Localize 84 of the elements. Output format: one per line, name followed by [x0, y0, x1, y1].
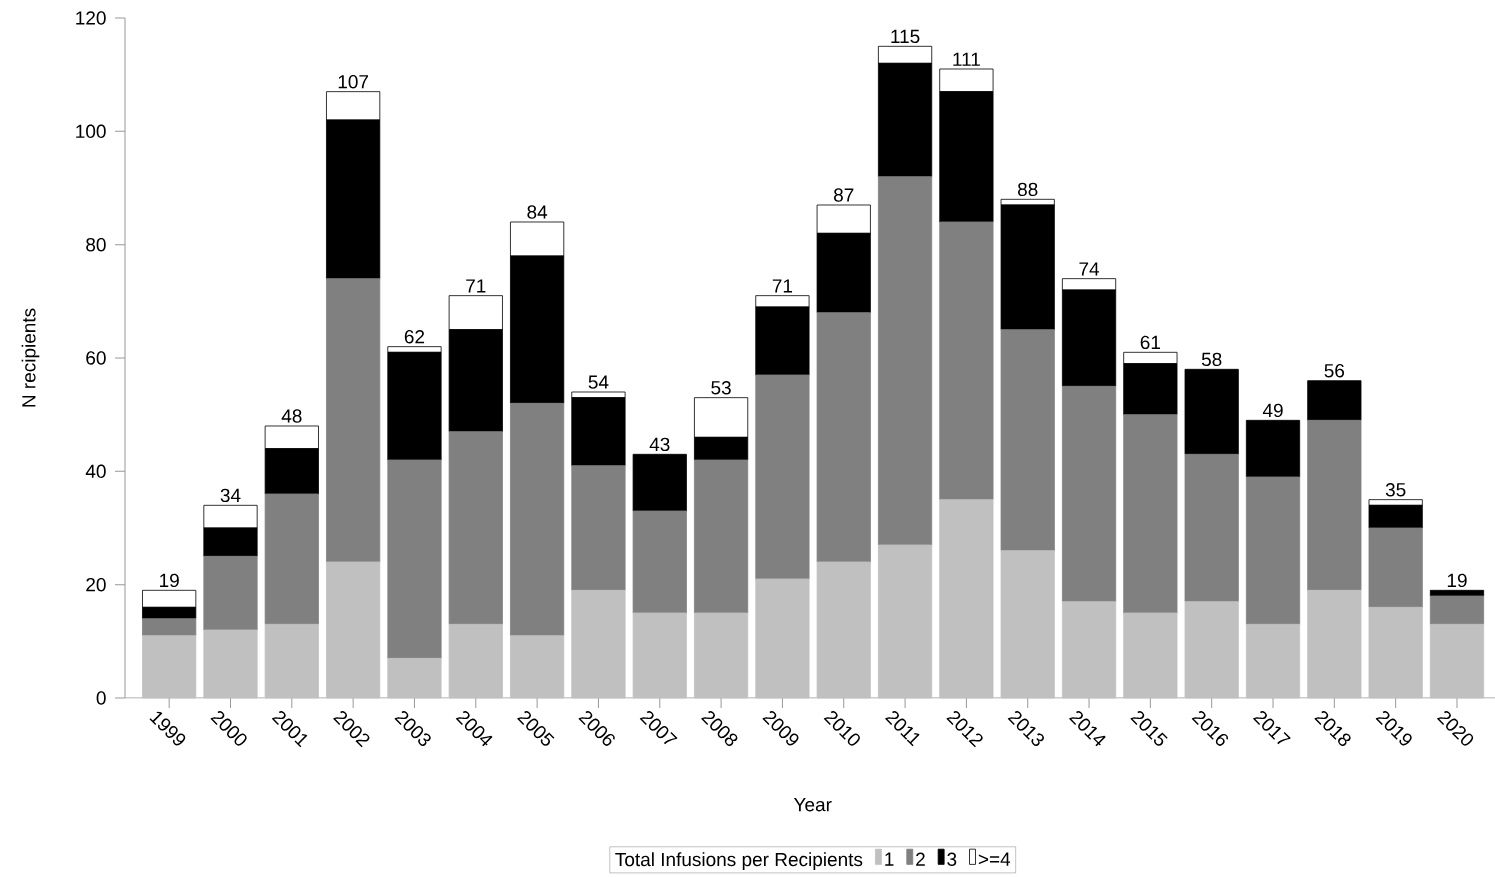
bar	[326, 561, 381, 699]
y-tick-label: 0	[96, 691, 106, 705]
bar	[939, 221, 994, 501]
total-label: 62	[404, 330, 425, 344]
total-label: 88	[1017, 182, 1038, 197]
legend-title: Total Infusions per Recipients	[615, 852, 863, 870]
total-label: 48	[281, 409, 302, 423]
bar	[1245, 623, 1301, 699]
total-label: 19	[1447, 573, 1467, 588]
bar	[1245, 476, 1301, 625]
bar	[632, 612, 687, 699]
bar	[1429, 623, 1485, 699]
bar	[939, 499, 994, 699]
bar	[877, 544, 933, 699]
bar	[448, 623, 503, 699]
bar	[387, 459, 442, 659]
legend-label: >=4	[978, 852, 1011, 866]
bar	[264, 623, 319, 699]
y-tick-label: 60	[86, 351, 106, 365]
bar	[816, 312, 871, 563]
total-label: 56	[1324, 364, 1345, 378]
bar	[877, 176, 933, 546]
bar	[1368, 527, 1423, 608]
bar	[203, 555, 258, 631]
bar	[1184, 601, 1239, 699]
bar	[1307, 589, 1362, 699]
total-label: 49	[1262, 403, 1283, 418]
total-label: 61	[1140, 335, 1160, 350]
bar	[1061, 385, 1117, 603]
bar	[1123, 612, 1178, 699]
bar	[1429, 595, 1485, 625]
x-axis-title: Year	[793, 798, 832, 812]
bar	[1368, 606, 1423, 699]
total-label: 111	[953, 52, 980, 66]
bar	[1307, 419, 1362, 591]
total-label: 34	[220, 488, 241, 503]
bar	[694, 459, 749, 614]
total-label: 19	[160, 573, 179, 588]
total-label: 87	[834, 188, 854, 202]
legend-label: 2	[916, 852, 925, 866]
bar	[816, 561, 871, 699]
bar	[203, 629, 258, 699]
bar	[632, 510, 687, 614]
total-label: 74	[1079, 262, 1100, 276]
bar	[1245, 419, 1301, 478]
bar	[326, 278, 381, 563]
bar	[571, 465, 626, 591]
legend-label: 1	[885, 852, 894, 866]
bar	[448, 431, 503, 625]
total-label: 35	[1385, 483, 1406, 497]
bar	[571, 589, 626, 699]
bar	[1000, 550, 1055, 699]
bar	[142, 635, 197, 699]
y-tick-label: 100	[76, 124, 106, 139]
bar	[1184, 453, 1239, 603]
bar	[142, 618, 197, 637]
total-label: 43	[649, 437, 670, 452]
total-label: 107	[338, 75, 369, 89]
total-label: 58	[1201, 352, 1222, 367]
bar	[510, 402, 565, 637]
y-tick-label: 20	[86, 577, 106, 592]
total-label: 54	[588, 375, 609, 389]
y-tick-label: 120	[76, 11, 106, 25]
bar	[1123, 414, 1178, 614]
bar	[1000, 329, 1055, 552]
total-label: 71	[772, 279, 793, 293]
bar	[264, 493, 319, 625]
bar	[1061, 601, 1117, 699]
bar	[1184, 368, 1239, 455]
legend-label: 3	[947, 852, 957, 866]
total-label: 71	[466, 279, 486, 293]
total-label: 115	[891, 29, 920, 44]
bar	[632, 453, 687, 512]
y-tick-label: 80	[86, 237, 106, 252]
total-label: 84	[527, 205, 548, 219]
bar	[755, 374, 810, 580]
bar	[387, 657, 442, 699]
y-axis-title: N recipients	[21, 308, 40, 407]
y-tick-label: 40	[85, 464, 106, 479]
bar	[1307, 380, 1362, 421]
total-label: 53	[711, 381, 731, 395]
bar	[510, 635, 565, 699]
bar	[755, 578, 810, 699]
bar	[694, 612, 749, 699]
